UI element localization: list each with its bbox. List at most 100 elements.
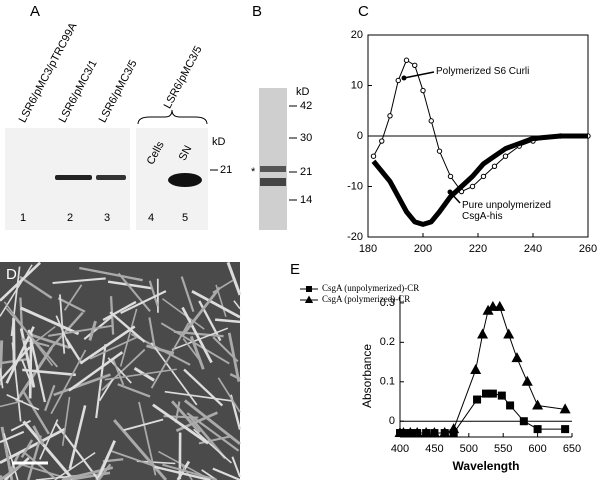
fiber	[89, 335, 140, 360]
x-tick-label: 400	[391, 443, 409, 455]
point	[470, 363, 482, 374]
point	[533, 425, 542, 434]
unit-label: kD	[212, 136, 226, 148]
y-tick-label: 0.1	[380, 376, 395, 388]
fiber	[52, 277, 106, 285]
annotation-arrow	[403, 71, 435, 79]
star: *	[251, 166, 256, 178]
point	[395, 77, 401, 84]
panel-letter: D	[6, 266, 17, 283]
point	[480, 173, 487, 180]
lane-number: 4	[148, 212, 154, 224]
x-tick-label: 200	[414, 243, 432, 255]
lane-label: LSR6/pMC3/5	[162, 44, 205, 111]
point	[412, 62, 418, 69]
point	[436, 148, 443, 154]
series-line	[373, 59, 588, 193]
fiber	[110, 449, 158, 469]
unit-label: kD	[296, 86, 310, 98]
fiber	[32, 425, 45, 446]
point	[447, 173, 454, 180]
fiber	[229, 373, 241, 381]
fibers	[0, 261, 242, 480]
x-tick-label: 220	[469, 243, 487, 255]
point	[439, 427, 451, 438]
panel-letter: E	[290, 261, 300, 278]
y-tick-label: 10	[351, 79, 363, 91]
fiber	[154, 465, 211, 480]
point	[487, 300, 499, 311]
fiber	[231, 456, 241, 478]
fiber	[175, 411, 218, 432]
fiber	[191, 290, 241, 319]
point	[521, 375, 533, 386]
fiber	[68, 351, 124, 392]
fiber	[63, 284, 83, 311]
fiber	[61, 466, 114, 480]
marker-label: 21	[300, 166, 312, 178]
marker-label: 30	[300, 132, 312, 144]
point	[304, 295, 314, 303]
marker-label: 14	[300, 194, 312, 206]
point	[397, 427, 409, 438]
lane-number: 3	[104, 212, 110, 224]
panel-letter: B	[252, 3, 262, 20]
x-axis-label: Wavelength	[453, 459, 520, 473]
fiber	[44, 384, 56, 412]
fiber	[22, 420, 74, 480]
point	[532, 399, 544, 410]
point	[448, 423, 460, 434]
fiber	[181, 306, 213, 364]
y-axis-label: Absorbance	[360, 344, 374, 408]
annotation: Pure unpolymerized CsgA-his	[462, 200, 551, 222]
point	[519, 417, 528, 426]
fiber	[80, 325, 136, 365]
fiber	[26, 332, 70, 349]
lane-number: 1	[20, 212, 26, 224]
fiber	[117, 272, 151, 312]
x-tick-label: 260	[579, 243, 597, 255]
fiber	[107, 357, 132, 384]
fiber	[97, 463, 112, 480]
x-tick-label: 450	[425, 443, 443, 455]
fiber	[0, 461, 26, 480]
fiber	[174, 401, 181, 423]
point	[411, 427, 423, 438]
fiber	[148, 317, 156, 348]
legend-label: CsgA (unpolymerized)-CR	[322, 283, 419, 293]
point	[477, 328, 489, 339]
fiber	[23, 451, 57, 480]
point	[370, 153, 377, 159]
fiber	[48, 324, 113, 337]
fiber	[217, 377, 241, 413]
fiber	[111, 357, 125, 386]
band	[168, 173, 202, 187]
fiber	[27, 329, 47, 403]
point	[428, 118, 434, 124]
lane-number: 5	[182, 212, 188, 224]
marker-label: 42	[300, 100, 312, 112]
fiber	[146, 344, 175, 355]
fiber	[20, 439, 34, 459]
fiber	[181, 286, 221, 337]
fiber	[19, 275, 53, 300]
fiber	[164, 390, 232, 402]
fiber	[96, 440, 116, 480]
fiber	[186, 412, 240, 452]
fiber	[0, 261, 42, 302]
y-tick-label: 0.2	[380, 336, 395, 348]
x-tick-label: 240	[524, 243, 542, 255]
fiber	[152, 403, 209, 445]
fiber	[214, 318, 241, 324]
fiber	[148, 280, 159, 307]
fiber	[212, 467, 241, 480]
point	[404, 427, 416, 438]
legend-label: CsgA (polymerized)-CR	[322, 294, 410, 304]
band	[96, 175, 126, 180]
fiber	[233, 300, 241, 310]
fiber	[54, 451, 96, 480]
point	[482, 389, 490, 398]
fiber	[21, 389, 50, 435]
point	[511, 352, 523, 363]
